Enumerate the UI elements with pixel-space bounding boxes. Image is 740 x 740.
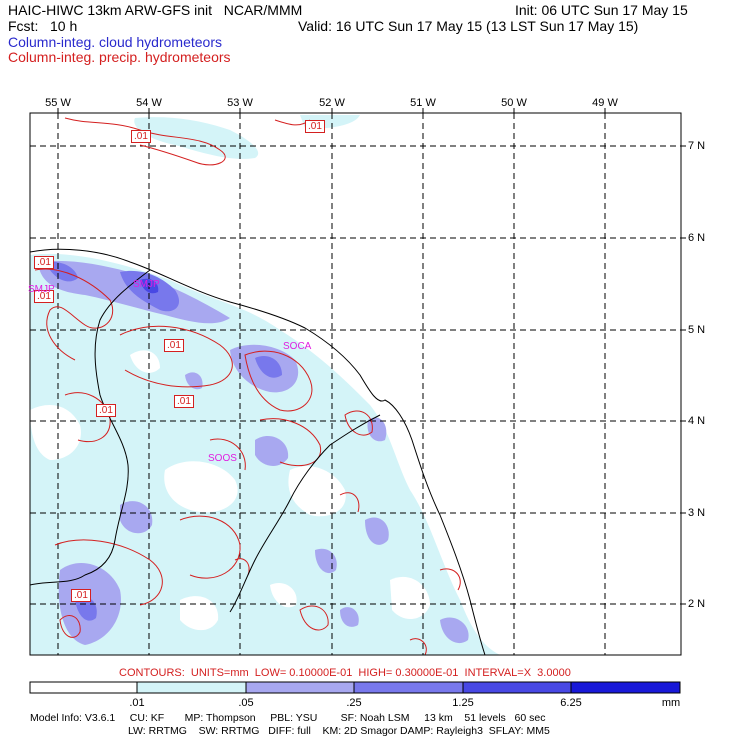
lat-lon-grid xyxy=(30,113,681,655)
lat-label-6n: 6 N xyxy=(688,232,706,244)
lon-label-53w: 53 W xyxy=(227,97,253,109)
colorbar-label: .25 xyxy=(346,697,362,709)
axis-ticks xyxy=(57,108,686,605)
valid-time: Valid: 16 UTC Sun 17 May 15 (13 LST Sun … xyxy=(298,18,639,34)
lon-label-50w: 50 W xyxy=(501,97,527,109)
station-label: SOOS xyxy=(208,453,237,464)
colorbar-unit: mm xyxy=(661,697,681,709)
station-label: SMJP xyxy=(28,284,55,295)
contour-label: .01 xyxy=(34,256,54,269)
contour-label: .01 xyxy=(164,339,184,352)
lon-label-55w: 55 W xyxy=(45,97,71,109)
colorbar-label: .01 xyxy=(129,697,145,709)
lon-label-49w: 49 W xyxy=(592,97,618,109)
lat-label-2n: 2 N xyxy=(688,598,706,610)
lat-label-3n: 3 N xyxy=(688,507,706,519)
model-info-line2: LW: RRTMG SW: RRTMG DIFF: full KM: 2D Sm… xyxy=(128,725,550,737)
contour-label: .01 xyxy=(174,395,194,408)
contour-label: .01 xyxy=(305,120,325,133)
precip-field-label: Column-integ. precip. hydrometeors xyxy=(8,49,231,65)
forecast-hour: Fcst: 10 h xyxy=(8,18,78,34)
model-info-line1: Model Info: V3.6.1 CU: KF MP: Thompson P… xyxy=(30,712,546,724)
lat-label-4n: 4 N xyxy=(688,415,706,427)
contours-info: CONTOURS: UNITS=mm LOW= 0.10000E-01 HIGH… xyxy=(119,667,571,679)
station-label: SOCA xyxy=(283,341,312,352)
lat-label-5n: 5 N xyxy=(688,324,706,336)
contour-label: .01 xyxy=(131,130,151,143)
colorbar-label: 1.25 xyxy=(452,697,474,709)
contour-label: .01 xyxy=(96,404,116,417)
map-frame xyxy=(29,112,682,656)
colorbar-label: .05 xyxy=(238,697,254,709)
station-label: SMJP xyxy=(133,279,160,290)
init-time: Init: 06 UTC Sun 17 May 15 xyxy=(515,2,688,18)
lon-label-51w: 51 W xyxy=(410,97,436,109)
contour-label: .01 xyxy=(71,589,91,602)
lat-label-7n: 7 N xyxy=(688,140,706,152)
cloud-field-label: Column-integ. cloud hydrometeors xyxy=(8,34,222,50)
lon-label-52w: 52 W xyxy=(319,97,345,109)
lon-label-54w: 54 W xyxy=(136,97,162,109)
coastline xyxy=(30,248,486,655)
colorbar-label: 6.25 xyxy=(560,697,582,709)
contour-label: .01 xyxy=(34,290,54,303)
header-title: HAIC-HIWC 13km ARW-GFS init NCAR/MMM xyxy=(8,2,303,18)
